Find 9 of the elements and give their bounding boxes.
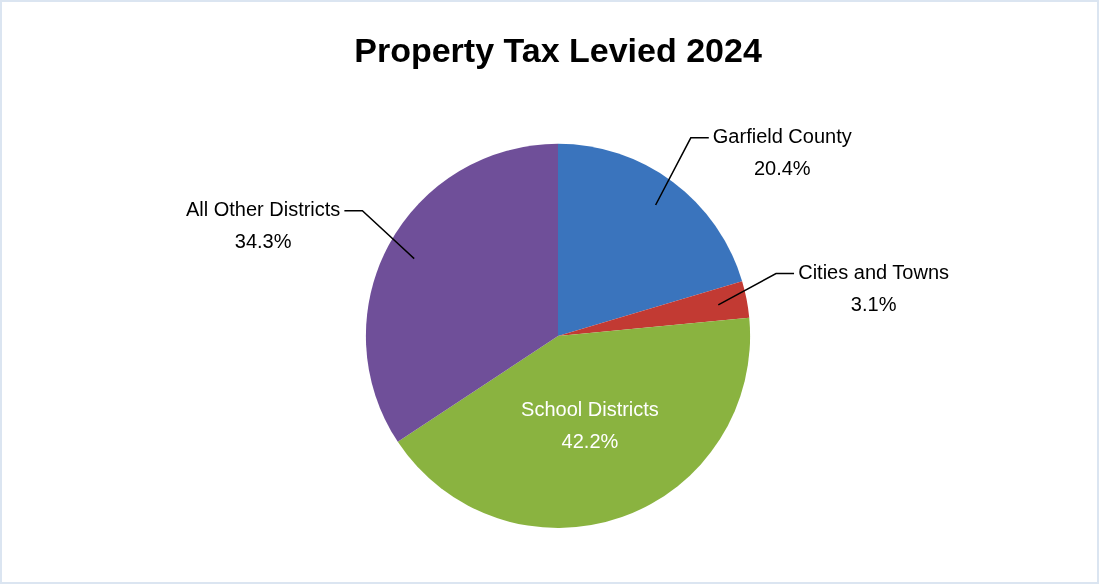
data-label: 20.4% (753, 157, 811, 180)
slice-label: All Other Districts (185, 198, 341, 221)
chart-title: Property Tax Levied 2024 (354, 30, 762, 69)
slice-label: Cities and Towns (798, 261, 950, 284)
data-label: 34.3% (234, 230, 292, 253)
slice-label: School Districts (521, 397, 659, 420)
data-label: 3.1% (850, 293, 897, 316)
slice-label: Garfield County (712, 125, 852, 148)
data-label: 42.2% (561, 429, 619, 452)
